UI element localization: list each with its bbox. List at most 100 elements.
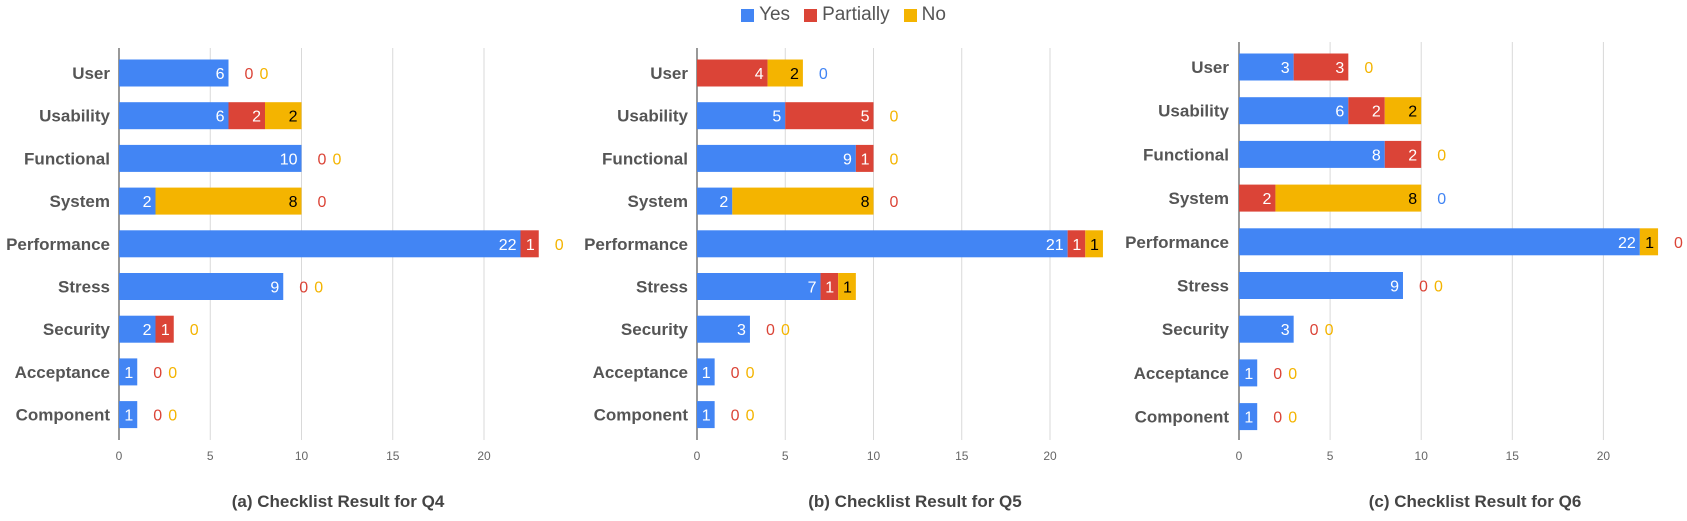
bar-segment-yes[interactable] [1239,359,1258,387]
legend-label-no: No [921,4,946,25]
bar-segment-yes[interactable] [119,144,302,172]
data-label-partially-zero: 0 [1273,366,1282,383]
data-label-no: 8 [861,194,870,211]
data-label-partially-zero: 0 [731,365,740,382]
bar-segment-yes[interactable] [1239,272,1403,299]
bar-segment-yes[interactable] [119,102,229,130]
bar-segment-partially[interactable] [1384,140,1422,168]
data-label-yes: 1 [702,408,711,425]
bar-segment-partially[interactable] [1067,230,1086,258]
bar-segment-partially[interactable] [1293,53,1349,81]
data-label-partially-zero: 0 [1674,235,1683,252]
data-label-yes: 3 [737,322,746,339]
data-label-yes: 2 [143,194,152,211]
x-tick-label: 15 [1506,449,1520,463]
data-label-no-zero: 0 [260,66,269,83]
bar-segment-yes[interactable] [119,358,138,386]
data-label-yes: 6 [216,109,225,126]
bar-segment-partially[interactable] [855,144,874,172]
bar-segment-no[interactable] [1085,230,1103,258]
bar-segment-yes[interactable] [697,315,750,343]
data-label-no: 8 [289,194,298,211]
data-label-no: 2 [790,66,799,83]
bar-segment-partially[interactable] [1348,97,1385,125]
legend-item-partially[interactable]: Partially [804,4,890,26]
bar-segment-yes[interactable] [697,230,1068,258]
data-label-no: 1 [1645,235,1654,252]
bar-segment-no[interactable] [767,59,803,87]
caption-q5: (b) Checklist Result for Q5 [808,492,1022,511]
data-label-yes: 1 [702,365,711,382]
x-tick-label: 0 [116,449,123,463]
data-label-partially-zero: 0 [318,151,327,168]
x-tick-label: 15 [386,449,400,463]
data-label-partially: 2 [1263,191,1272,208]
bar-segment-no[interactable] [155,187,302,215]
legend-item-no[interactable]: No [903,4,946,26]
data-label-yes: 8 [1372,147,1381,164]
bar-segment-yes[interactable] [119,273,284,300]
x-tick-label: 15 [955,449,969,463]
bar-segment-no[interactable] [838,273,856,300]
data-label-no-zero: 0 [890,151,899,168]
category-label: Performance [1125,233,1229,252]
bar-segment-yes[interactable] [697,102,786,130]
bar-segment-yes[interactable] [697,144,856,172]
data-label-partially-zero: 0 [153,408,162,425]
chart-legend: Yes Partially No [0,2,1687,28]
bar-segment-yes[interactable] [697,187,733,215]
bar-segment-yes[interactable] [1239,53,1294,81]
data-label-no-zero: 0 [1288,366,1297,383]
bar-segment-yes[interactable] [697,273,821,300]
category-label: Acceptance [1134,364,1229,383]
data-label-partially-zero: 0 [153,365,162,382]
bar-segment-partially[interactable] [155,315,174,343]
bar-segment-yes[interactable] [1239,140,1385,168]
data-label-no-zero: 0 [890,109,899,126]
bar-segment-no[interactable] [265,102,302,130]
data-label-partially: 1 [526,237,535,254]
bar-segment-partially[interactable] [697,59,768,87]
bar-segment-partially[interactable] [820,273,839,300]
bar-segment-partially[interactable] [520,230,539,258]
data-label-partially-zero: 0 [1419,279,1428,296]
x-tick-label: 20 [1043,449,1057,463]
bar-segment-partially[interactable] [228,102,266,130]
bar-segment-yes[interactable] [1239,97,1349,125]
x-tick-label: 5 [1327,449,1334,463]
category-label: User [650,64,688,83]
bar-segment-yes[interactable] [119,401,138,429]
data-label-yes: 6 [216,66,225,83]
bar-segment-yes[interactable] [119,230,521,258]
legend-item-yes[interactable]: Yes [741,4,790,26]
x-tick-label: 20 [477,449,491,463]
bar-segment-no[interactable] [1384,97,1422,125]
bar-segment-partially[interactable] [1239,184,1276,212]
data-label-yes: 2 [143,322,152,339]
bar-segment-no[interactable] [1639,228,1659,256]
bar-segment-yes[interactable] [119,187,156,215]
bar-segment-yes[interactable] [119,59,229,87]
data-label-yes: 9 [843,151,852,168]
bar-segment-yes[interactable] [119,315,156,343]
data-label-partially: 1 [825,280,834,297]
bar-segment-yes[interactable] [1239,228,1640,256]
x-tick-label: 0 [694,449,701,463]
bar-segment-partially[interactable] [785,102,874,130]
bar-segment-no[interactable] [1275,184,1422,212]
data-label-partially: 2 [252,109,261,126]
data-label-yes-zero: 0 [819,66,828,83]
category-label: Stress [636,278,688,297]
data-label-yes: 22 [1618,235,1636,252]
bar-segment-yes[interactable] [697,401,715,429]
x-tick-label: 20 [1597,449,1611,463]
bar-segment-no[interactable] [732,187,874,215]
bar-segment-yes[interactable] [1239,315,1294,343]
data-label-yes: 22 [499,237,517,254]
bar-segment-yes[interactable] [697,358,715,386]
data-label-no-zero: 0 [746,365,755,382]
data-label-no-zero: 0 [1434,279,1443,296]
data-label-partially-zero: 0 [1273,410,1282,427]
data-label-yes: 1 [124,365,133,382]
bar-segment-yes[interactable] [1239,403,1258,431]
